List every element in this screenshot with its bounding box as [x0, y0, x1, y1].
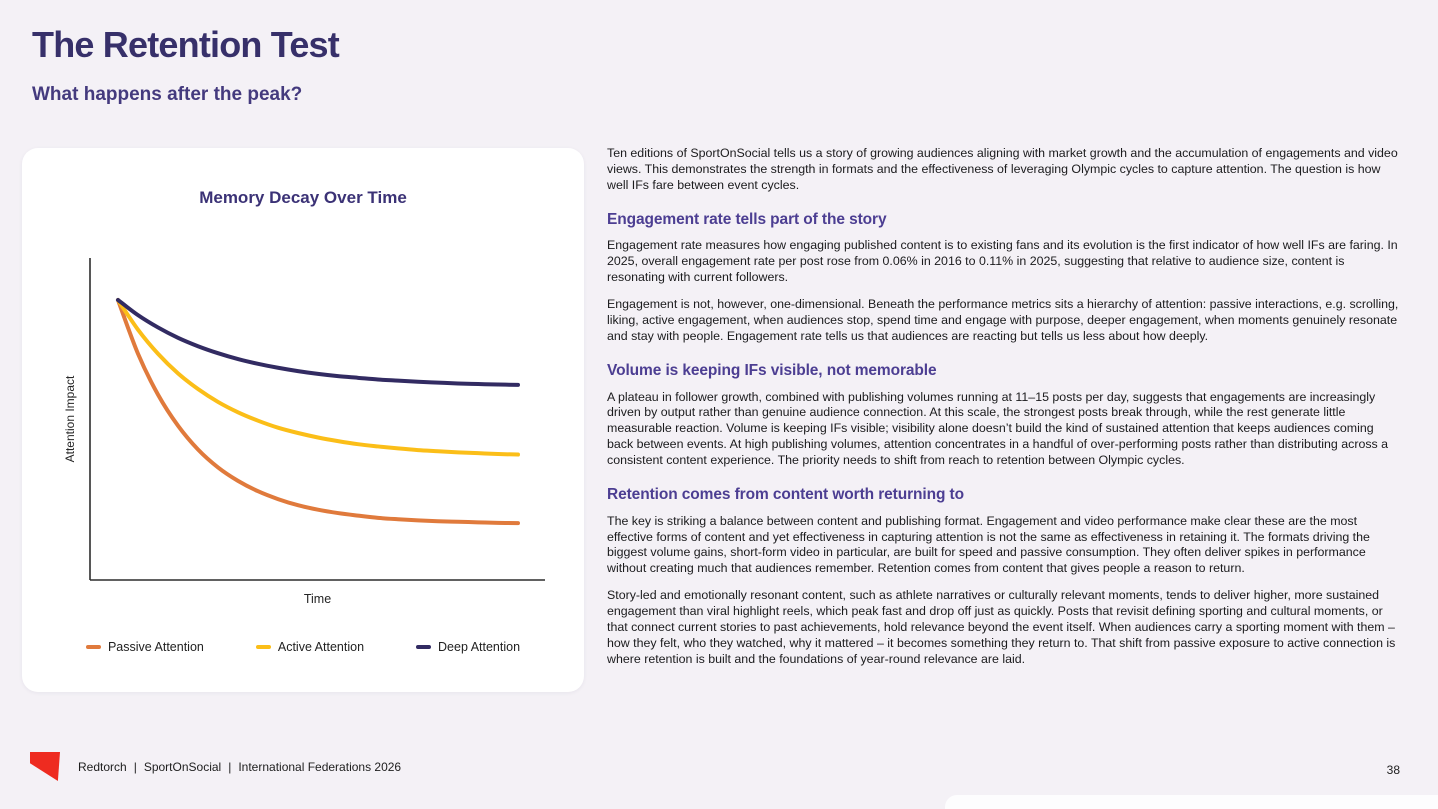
- bottom-overlay-strip: [945, 795, 1438, 809]
- footer-separator: |: [133, 759, 137, 774]
- footer-item-product: SportOnSocial: [143, 759, 222, 774]
- section-heading-volume: Volume is keeping IFs visible, not memor…: [607, 361, 937, 379]
- footer-text: Redtorch | SportOnSocial | International…: [78, 760, 401, 774]
- article-column: Ten editions of SportOnSocial tells us a…: [607, 146, 1399, 679]
- memory-decay-chart-card: Memory Decay Over Time Attention Impact …: [22, 148, 584, 692]
- y-axis-label: Attention Impact: [63, 375, 77, 463]
- paragraph: The key is striking a balance between co…: [607, 513, 1370, 576]
- legend-item-deep-attention: Deep Attention: [416, 640, 520, 654]
- legend-item-passive-attention: Passive Attention: [85, 640, 204, 654]
- legend-label-passive: Passive Attention: [107, 640, 204, 654]
- redtorch-logo-icon: [30, 752, 60, 781]
- page-subtitle: What happens after the peak?: [32, 84, 303, 105]
- legend-swatch-deep: [416, 645, 432, 649]
- intro-paragraph: Ten editions of SportOnSocial tells us a…: [607, 146, 1398, 192]
- paragraph: A plateau in follower growth, combined w…: [607, 389, 1389, 468]
- legend-swatch-active: [255, 645, 271, 649]
- footer-item-brand: Redtorch: [78, 759, 127, 774]
- legend-label-active: Active Attention: [277, 640, 365, 654]
- section-heading-retention: Retention comes from content worth retur…: [607, 485, 964, 503]
- x-axis-label: Time: [303, 592, 332, 606]
- memory-decay-line-chart: [89, 258, 545, 581]
- paragraph: Engagement is not, however, one-dimensio…: [607, 297, 1399, 343]
- paragraph: Engagement rate measures how engaging pu…: [607, 238, 1398, 285]
- chart-title: Memory Decay Over Time: [199, 188, 407, 207]
- page-title: The Retention Test: [32, 24, 340, 65]
- section-heading-engagement-rate: Engagement rate tells part of the story: [607, 210, 887, 228]
- legend-label-deep: Deep Attention: [438, 640, 521, 654]
- chart-legend: Passive Attention Active Attention Deep …: [22, 640, 584, 654]
- paragraph: Story-led and emotionally resonant conte…: [607, 588, 1396, 666]
- page-number: 38: [1386, 763, 1400, 777]
- legend-item-active-attention: Active Attention: [255, 640, 365, 654]
- footer-item-report: International Federations 2026: [238, 759, 402, 774]
- legend-swatch-passive: [85, 645, 101, 649]
- footer-separator: |: [228, 759, 232, 774]
- footer: Redtorch | SportOnSocial | International…: [30, 752, 401, 781]
